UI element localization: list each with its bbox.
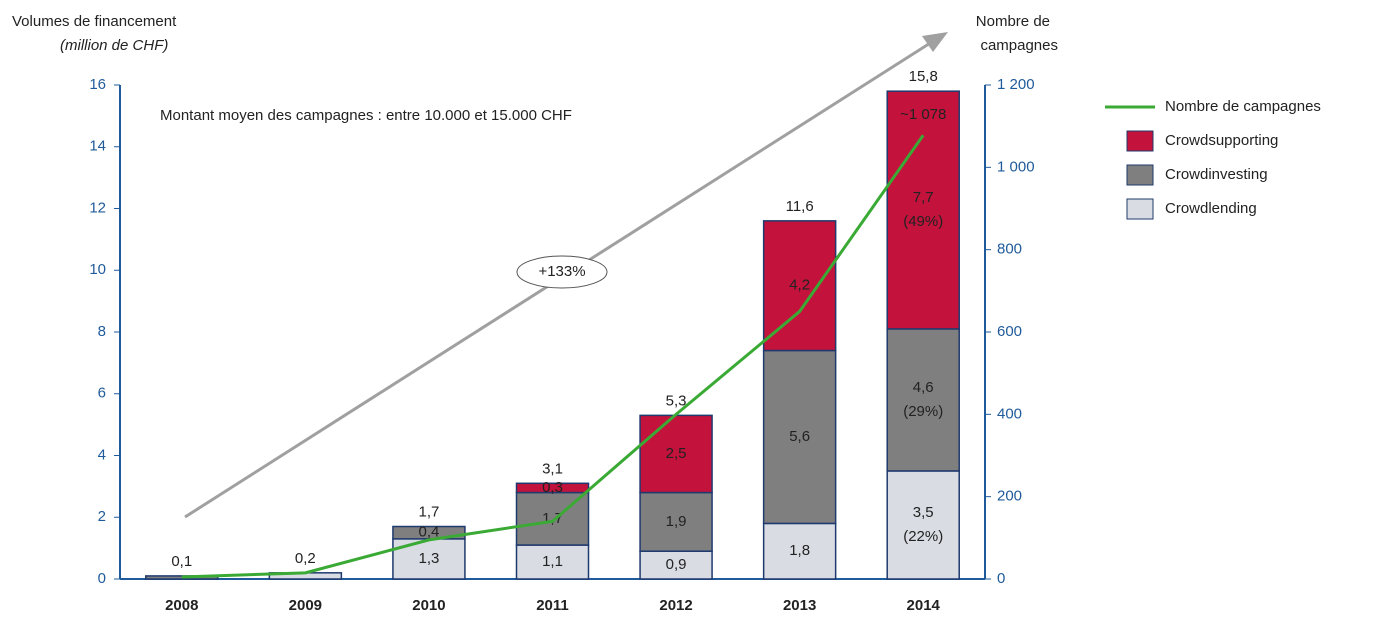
segment-label: 1,1 bbox=[542, 553, 563, 570]
bar-segment bbox=[515, 544, 590, 580]
y2-axis-label-sub: campagnes bbox=[980, 37, 1058, 54]
bar-segment bbox=[886, 470, 960, 580]
segment-label: 5,6 bbox=[789, 428, 810, 445]
segment-label: 0,3 bbox=[542, 479, 563, 496]
y2-axis-label: Nombre de bbox=[976, 13, 1050, 30]
bar-segment bbox=[762, 220, 837, 352]
y-tick-label: 10 bbox=[89, 261, 106, 278]
y-tick-label: 12 bbox=[89, 199, 106, 216]
segment-share: (49%) bbox=[903, 213, 943, 230]
segment-label: 3,5 bbox=[913, 504, 934, 521]
legend-swatch bbox=[1126, 198, 1154, 220]
bar-segment bbox=[886, 90, 960, 330]
total-label: 15,8 bbox=[909, 68, 938, 85]
line-label: ~1 078 bbox=[900, 106, 946, 123]
legend-swatch bbox=[1126, 130, 1154, 152]
x-tick-label: 2014 bbox=[907, 597, 941, 614]
growth-label: +133% bbox=[538, 263, 585, 280]
total-label: 1,7 bbox=[418, 503, 439, 520]
x-tick-label: 2009 bbox=[289, 597, 322, 614]
y-tick-label: 0 bbox=[98, 570, 106, 587]
x-tick-label: 2012 bbox=[659, 597, 692, 614]
legend-label: Crowdlending bbox=[1165, 200, 1257, 217]
y-tick-label: 8 bbox=[98, 323, 106, 340]
total-label: 11,6 bbox=[786, 198, 814, 215]
y-tick-label: 16 bbox=[89, 76, 106, 93]
segment-share: (29%) bbox=[903, 403, 943, 420]
growth-badge bbox=[516, 255, 608, 289]
y2-tick-label: 1 000 bbox=[997, 158, 1035, 175]
total-label: 0,2 bbox=[295, 550, 316, 567]
segment-label: 0,4 bbox=[418, 524, 439, 541]
x-tick-label: 2013 bbox=[783, 597, 816, 614]
bar-segment bbox=[639, 491, 713, 552]
y2-tick-label: 600 bbox=[997, 323, 1022, 340]
y2-tick-label: 0 bbox=[997, 570, 1005, 587]
total-label: 3,1 bbox=[542, 460, 563, 477]
segment-label: 1,3 bbox=[418, 550, 439, 567]
x-tick-label: 2010 bbox=[412, 597, 445, 614]
segment-label: 1,7 bbox=[542, 510, 563, 527]
segment-label: 0,9 bbox=[666, 556, 687, 573]
bar-segment bbox=[639, 414, 713, 494]
y2-tick-label: 400 bbox=[997, 405, 1022, 422]
y-axis-label: Volumes de financement bbox=[12, 13, 177, 30]
total-label: 0,1 bbox=[171, 553, 192, 570]
y-tick-label: 14 bbox=[89, 138, 106, 155]
y2-tick-label: 1 200 bbox=[997, 76, 1035, 93]
bar-segment bbox=[762, 349, 837, 525]
x-tick-label: 2011 bbox=[536, 597, 569, 614]
legend-label: Nombre de campagnes bbox=[1165, 98, 1321, 115]
legend-label: Crowdinvesting bbox=[1165, 166, 1268, 183]
y-axis-label-sub: (million de CHF) bbox=[60, 37, 168, 54]
segment-label: 2,5 bbox=[666, 445, 687, 462]
y2-tick-label: 800 bbox=[997, 241, 1022, 258]
legend-swatch bbox=[1126, 164, 1154, 186]
segment-label: 1,8 bbox=[789, 542, 810, 559]
legend-label: Crowdsupporting bbox=[1165, 132, 1278, 149]
bar-segment bbox=[515, 482, 590, 494]
segment-label: 4,6 bbox=[913, 379, 934, 396]
arrow-head bbox=[922, 32, 948, 52]
annotation: Montant moyen des campagnes : entre 10.0… bbox=[160, 107, 572, 124]
bar-segment bbox=[886, 328, 960, 472]
segment-label: 1,9 bbox=[666, 513, 687, 530]
x-tick-label: 2008 bbox=[165, 597, 198, 614]
y-tick-label: 2 bbox=[98, 508, 106, 525]
segment-share: (22%) bbox=[903, 528, 943, 545]
y2-tick-label: 200 bbox=[997, 488, 1022, 505]
y-tick-label: 6 bbox=[98, 385, 106, 402]
total-label: 5,3 bbox=[666, 392, 687, 409]
segment-label: 7,7 bbox=[913, 189, 934, 206]
segment-label: 4,2 bbox=[789, 277, 810, 294]
line-series bbox=[181, 134, 925, 579]
y-tick-label: 4 bbox=[98, 446, 106, 463]
